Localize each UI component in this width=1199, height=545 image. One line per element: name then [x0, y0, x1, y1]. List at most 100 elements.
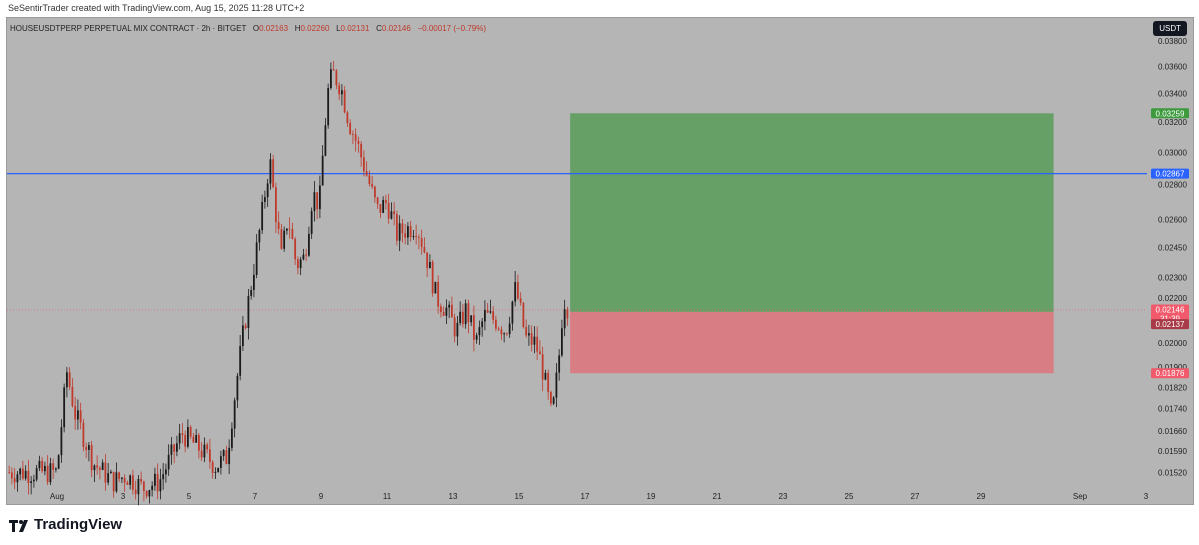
- candle-body: [255, 242, 258, 275]
- tradingview-logo[interactable]: TradingView: [9, 516, 122, 533]
- candle-body: [79, 410, 82, 423]
- candle-body: [38, 460, 41, 469]
- x-tick-label: 21: [713, 492, 722, 501]
- candle: [148, 489, 151, 504]
- candle: [365, 161, 368, 177]
- candle-body: [497, 328, 500, 330]
- close-label: C: [376, 24, 382, 33]
- candle-body: [321, 155, 324, 186]
- candle: [233, 397, 236, 438]
- candle: [409, 220, 412, 242]
- candle: [121, 476, 123, 484]
- x-tick-label: 15: [515, 492, 524, 501]
- candle: [57, 454, 60, 470]
- candle-body: [187, 427, 189, 447]
- candle: [35, 464, 38, 482]
- candle: [167, 444, 170, 476]
- candle: [231, 422, 233, 452]
- line-price-badge: 0.02867: [1156, 170, 1185, 179]
- change-value: −0.00017 (−0.79%): [417, 24, 487, 33]
- candle: [522, 302, 525, 329]
- candle-body: [456, 322, 459, 337]
- candle: [404, 223, 407, 245]
- candle-body: [536, 336, 539, 352]
- candle: [517, 274, 519, 301]
- candle-body: [140, 479, 143, 482]
- candle-body: [415, 236, 418, 238]
- candle-body: [280, 229, 283, 249]
- x-tick-label: 19: [647, 492, 656, 501]
- candle: [550, 390, 552, 407]
- candle-body: [522, 302, 525, 328]
- x-tick-label: 27: [911, 492, 920, 501]
- candle: [525, 319, 528, 338]
- line-price-badge-bg: [1151, 168, 1189, 179]
- candle-body: [393, 211, 396, 215]
- candle: [478, 320, 481, 345]
- candle: [242, 316, 244, 351]
- candle-body: [530, 333, 533, 345]
- candle: [489, 299, 492, 314]
- candle: [198, 432, 200, 459]
- candle: [63, 383, 66, 433]
- candle: [354, 128, 357, 152]
- candle: [536, 326, 539, 361]
- candle-body: [30, 481, 33, 483]
- candle-body: [475, 335, 478, 340]
- candle: [382, 196, 385, 214]
- candle: [41, 457, 44, 473]
- candle: [302, 248, 305, 261]
- candle-body: [162, 474, 165, 480]
- currency-selector-button[interactable]: USDT: [1153, 21, 1187, 36]
- candle-body: [368, 175, 371, 184]
- candle-body: [277, 222, 280, 230]
- y-tick-label: 0.02200: [1158, 294, 1187, 303]
- candle: [376, 196, 379, 209]
- candle: [434, 281, 437, 294]
- candle-body: [11, 472, 13, 479]
- candle-body: [332, 69, 335, 71]
- y-tick-label: 0.03000: [1158, 148, 1187, 157]
- y-tick-label: 0.03200: [1158, 118, 1187, 127]
- candle-body: [506, 333, 508, 335]
- candle: [145, 490, 148, 499]
- candle: [115, 462, 118, 494]
- candle-body: [338, 85, 341, 95]
- candle-body: [209, 449, 211, 462]
- candle-body: [143, 481, 145, 491]
- candle-body: [71, 386, 74, 406]
- candle: [500, 326, 503, 341]
- candle: [492, 306, 495, 325]
- candle: [561, 319, 563, 358]
- candle: [244, 322, 247, 330]
- high-value: 0.02260: [300, 24, 330, 33]
- candle: [225, 445, 228, 465]
- candle-body: [467, 303, 470, 323]
- candle: [412, 229, 415, 240]
- candle: [93, 464, 96, 482]
- candle-body: [184, 434, 187, 447]
- candle-body: [13, 478, 16, 483]
- candle: [511, 300, 514, 331]
- candle-body: [93, 465, 96, 471]
- candle-body: [308, 233, 310, 256]
- candle-body: [41, 460, 44, 472]
- candle: [401, 218, 404, 243]
- candle: [187, 419, 189, 449]
- candle-body: [220, 456, 222, 468]
- candle: [27, 459, 30, 495]
- candle-body: [420, 238, 423, 248]
- candle: [178, 424, 181, 450]
- candle: [563, 299, 566, 337]
- candle-body: [492, 311, 495, 320]
- candle-body: [563, 309, 566, 329]
- candle: [396, 210, 398, 246]
- candle-body: [101, 462, 104, 470]
- candle-body: [134, 489, 137, 495]
- candle-body: [341, 90, 343, 95]
- candle: [8, 465, 11, 474]
- candle: [451, 296, 453, 318]
- candle-body: [22, 468, 24, 479]
- candle-body: [206, 444, 209, 450]
